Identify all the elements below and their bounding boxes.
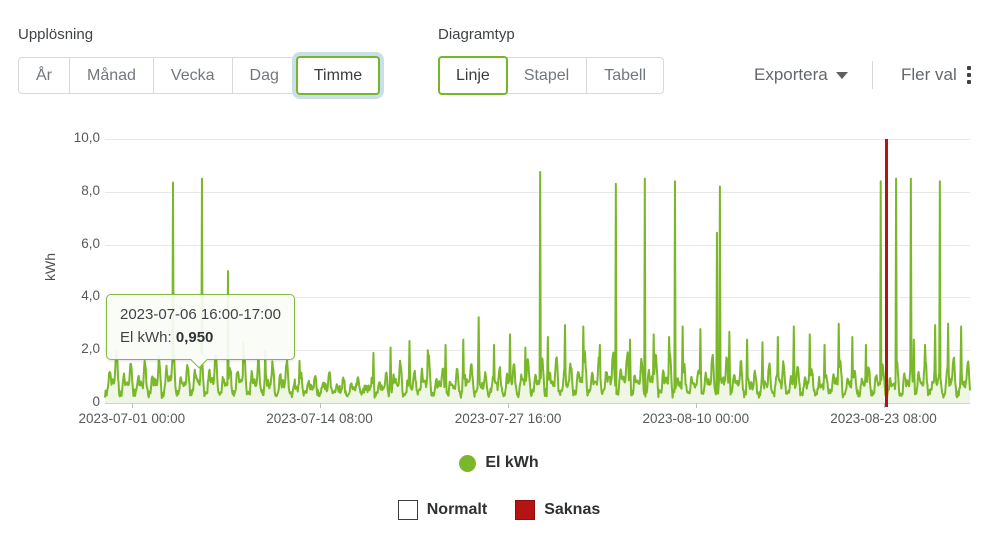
resolution-button-group: År Månad Vecka Dag Timme [18, 56, 381, 95]
x-tick-label: 2023-07-27 16:00 [454, 411, 562, 426]
resolution-option-timme[interactable]: Timme [295, 56, 381, 95]
resolution-label: Upplösning [18, 26, 94, 43]
resolution-option-vecka[interactable]: Vecka [153, 58, 233, 93]
x-tick-label: 2023-08-10 00:00 [642, 411, 750, 426]
y-tick-label: 4,0 [81, 288, 100, 304]
grid-line-10 [105, 139, 970, 140]
more-options-label: Fler val [901, 65, 957, 84]
status-legend: Normalt Saknas [0, 498, 998, 522]
more-options-button[interactable]: Fler val [895, 60, 977, 90]
y-tick-label: 8,0 [81, 182, 100, 198]
resolution-option-dag[interactable]: Dag [232, 58, 297, 93]
charttype-button-group: Linje Stapel Tabell [438, 56, 664, 95]
grid-line-4 [105, 297, 970, 299]
tooltip-title: 2023-07-06 16:00-17:00 [120, 306, 281, 323]
missing-data-marker [884, 139, 888, 407]
tooltip-series-row: El kWh: 0,950 [120, 326, 281, 349]
export-button-label: Exportera [754, 65, 828, 84]
status-legend-label: Normalt [426, 501, 488, 518]
x-tick-label: 2023-08-23 08:00 [830, 411, 937, 426]
status-swatch-icon [515, 500, 536, 520]
kebab-menu-icon [966, 66, 971, 84]
grid-line-6 [105, 244, 970, 246]
charttype-label: Diagramtyp [438, 26, 515, 43]
x-tick-mark [695, 403, 697, 408]
chart-tooltip: 2023-07-06 16:00-17:00 El kWh: 0,950 [106, 294, 295, 368]
y-tick-label: 0 [92, 394, 100, 409]
status-swatch-icon [397, 500, 418, 520]
grid-line-2 [105, 350, 970, 352]
x-tick-label: 2023-07-14 08:00 [266, 411, 373, 426]
charttype-option-linje[interactable]: Linje [438, 56, 508, 95]
grid-line-8 [105, 191, 970, 193]
resolution-option-ar[interactable]: År [19, 58, 70, 93]
x-tick-mark [883, 403, 885, 408]
legend-item-el-kwh[interactable]: El kWh [459, 454, 539, 472]
y-tick-label: 6,0 [81, 235, 100, 251]
series-line-svg [104, 171, 971, 403]
export-button[interactable]: Exportera [748, 60, 854, 90]
tooltip-value: 0,950 [175, 329, 214, 347]
plot-area[interactable] [104, 139, 971, 408]
status-legend-item-saknas: Saknas [515, 500, 600, 520]
status-legend-label: Saknas [544, 501, 601, 518]
series-legend-dot-icon [459, 454, 477, 472]
toolbar-divider [872, 61, 873, 89]
resolution-option-manad[interactable]: Månad [70, 58, 154, 93]
x-tick-mark [319, 403, 321, 408]
x-tick-mark [508, 403, 510, 408]
series-line-el-kwh [104, 171, 971, 400]
legend-item-label: El kWh [485, 454, 539, 471]
y-tick-label: 10,0 [73, 130, 100, 145]
x-tick-label: 2023-07-01 00:00 [78, 411, 186, 426]
tooltip-series-label: El kWh: [120, 329, 172, 347]
status-legend-item-normalt: Normalt [397, 500, 488, 520]
series-legend: El kWh [0, 451, 998, 475]
x-tick-mark [131, 403, 133, 408]
charttype-option-stapel[interactable]: Stapel [506, 58, 588, 93]
x-axis-line [105, 402, 970, 404]
caret-down-icon [835, 71, 848, 79]
charttype-option-tabell[interactable]: Tabell [587, 58, 663, 93]
y-tick-label: 2,0 [81, 341, 100, 357]
